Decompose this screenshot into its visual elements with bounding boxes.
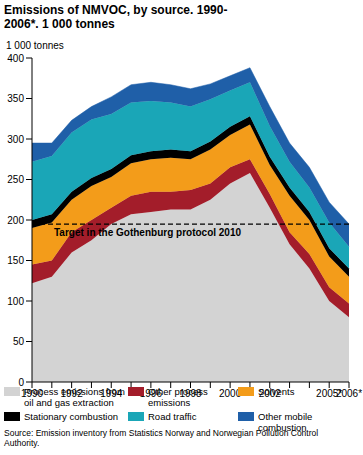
svg-text:2000: 2000 — [219, 388, 242, 400]
html-text:Road traffic: Road traffic — [148, 411, 197, 422]
svg-text:350: 350 — [8, 93, 24, 104]
svg-text:150: 150 — [8, 255, 24, 266]
html-text:Other process emissions: Other process emissions — [148, 386, 208, 408]
svg-text:200: 200 — [8, 215, 24, 226]
html-text:Process emissions from oil and: Process emissions from oil and gas extra… — [24, 386, 125, 408]
svg-text:0: 0 — [18, 377, 24, 388]
html-text:Source: Emission inventory fro: Source: Emission inventory from Statisti… — [4, 428, 319, 448]
svg-text:100: 100 — [8, 296, 24, 307]
html-text:Solvents: Solvents — [258, 386, 295, 397]
svg-text:50: 50 — [13, 336, 25, 347]
html-text:Stationary combustion: Stationary combustion — [24, 411, 118, 422]
svg-text:Target in the Gothenburg proto: Target in the Gothenburg protocol 2010 — [54, 227, 241, 238]
html-text:Emissions of NMVOC, by source.: Emissions of NMVOC, by source. 1990-2006… — [4, 3, 228, 31]
svg-text:250: 250 — [8, 174, 24, 185]
html-text:1 000 tonnes: 1 000 tonnes — [6, 40, 64, 51]
svg-text:400: 400 — [8, 53, 24, 64]
svg-text:300: 300 — [8, 134, 24, 145]
svg-text:2005*: 2005* — [316, 388, 343, 400]
svg-text:2006*: 2006* — [336, 388, 355, 399]
html-text:Other mobile combustion: Other mobile combustion — [258, 411, 313, 433]
